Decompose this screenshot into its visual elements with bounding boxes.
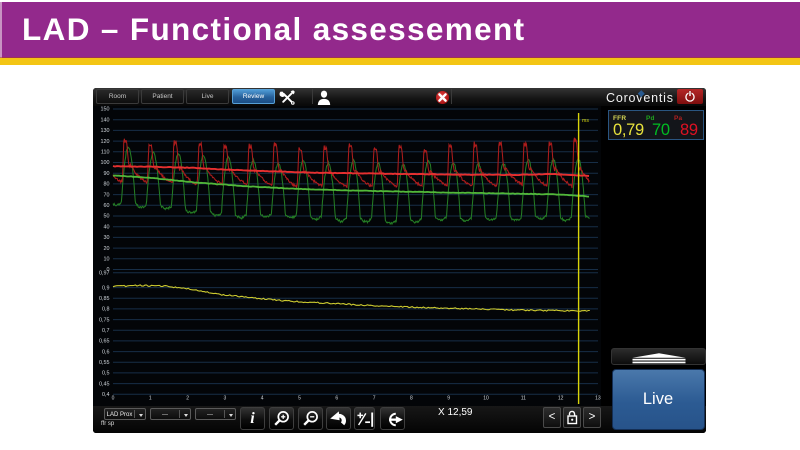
svg-text:0,75: 0,75 <box>99 317 110 323</box>
svg-text:0,45: 0,45 <box>99 381 110 387</box>
svg-text:0: 0 <box>112 396 115 402</box>
svg-text:5: 5 <box>298 396 301 402</box>
svg-text:0,5: 0,5 <box>102 371 110 377</box>
svg-text:150: 150 <box>101 107 110 113</box>
svg-text:0,4: 0,4 <box>102 392 110 398</box>
svg-text:100: 100 <box>101 160 110 166</box>
svg-text:0,9: 0,9 <box>102 285 110 291</box>
svg-text:70: 70 <box>104 192 110 198</box>
svg-text:6: 6 <box>335 396 338 402</box>
svg-text:10: 10 <box>104 257 110 263</box>
svg-text:20: 20 <box>104 246 110 252</box>
svg-text:0,97: 0,97 <box>99 270 110 276</box>
svg-text:40: 40 <box>104 224 110 230</box>
svg-text:0,55: 0,55 <box>99 360 110 366</box>
svg-text:0,8: 0,8 <box>102 307 110 313</box>
svg-text:2: 2 <box>186 396 189 402</box>
svg-text:30: 30 <box>104 235 110 241</box>
svg-text:50: 50 <box>104 214 110 220</box>
svg-text:3: 3 <box>224 396 227 402</box>
svg-text:1: 1 <box>149 396 152 402</box>
svg-text:9: 9 <box>447 396 450 402</box>
svg-text:8: 8 <box>410 396 413 402</box>
svg-text:7: 7 <box>373 396 376 402</box>
svg-text:110: 110 <box>101 150 110 156</box>
svg-text:130: 130 <box>101 128 110 134</box>
svg-text:60: 60 <box>104 203 110 209</box>
svg-text:12: 12 <box>558 396 564 402</box>
svg-text:4: 4 <box>261 396 264 402</box>
svg-text:0: 0 <box>107 267 110 273</box>
svg-text:ms: ms <box>582 118 589 124</box>
svg-text:80: 80 <box>104 182 110 188</box>
svg-text:0,65: 0,65 <box>99 339 110 345</box>
svg-text:0,6: 0,6 <box>102 349 110 355</box>
svg-text:13: 13 <box>595 396 601 402</box>
svg-text:11: 11 <box>521 396 526 402</box>
svg-text:0,7: 0,7 <box>102 328 110 334</box>
svg-text:0,85: 0,85 <box>99 296 110 302</box>
svg-text:10: 10 <box>483 396 489 402</box>
svg-text:90: 90 <box>104 171 110 177</box>
svg-text:120: 120 <box>101 139 110 145</box>
svg-text:140: 140 <box>101 117 110 123</box>
